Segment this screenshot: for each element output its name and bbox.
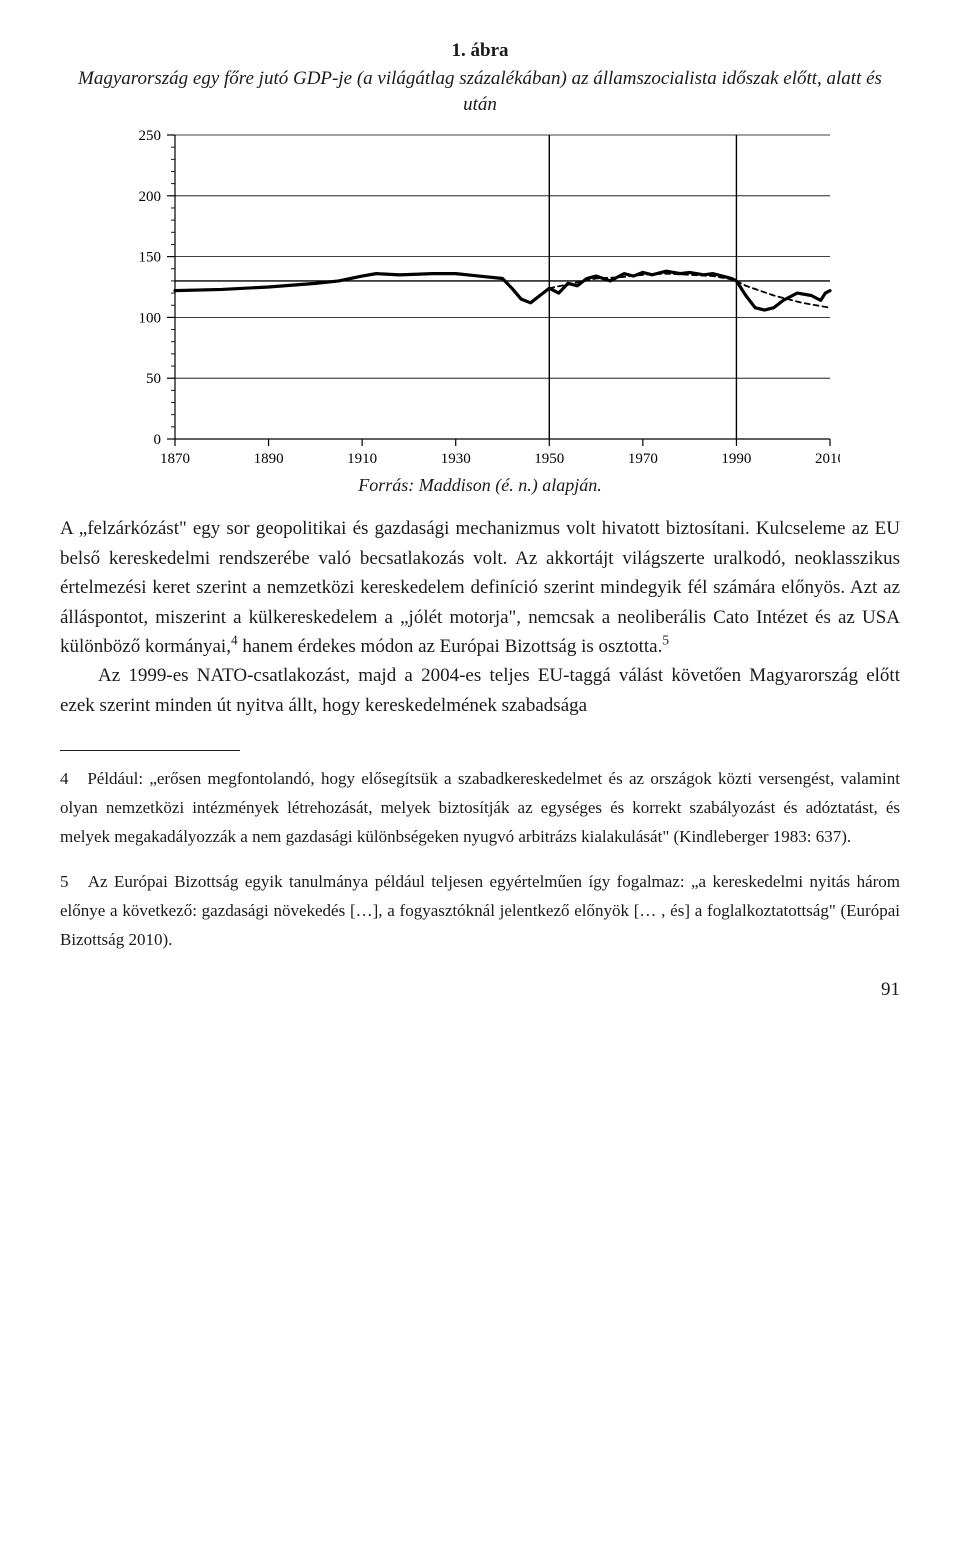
figure-title: 1. ábra <box>60 40 900 62</box>
svg-text:200: 200 <box>139 189 162 205</box>
svg-text:1910: 1910 <box>347 451 377 467</box>
svg-text:250: 250 <box>139 129 162 144</box>
footnote-5-num: 5 <box>60 872 69 891</box>
svg-text:1930: 1930 <box>441 451 471 467</box>
svg-text:1870: 1870 <box>160 451 190 467</box>
figure-source: Forrás: Maddison (é. n.) alapján. <box>60 475 900 496</box>
page-number: 91 <box>60 979 900 1001</box>
figure-subtitle: Magyarország egy főre jutó GDP-je (a vil… <box>60 66 900 117</box>
svg-text:1990: 1990 <box>721 451 751 467</box>
svg-text:1950: 1950 <box>534 451 564 467</box>
svg-text:150: 150 <box>139 250 162 266</box>
footnote-4-text: Például: „erősen megfontolandó, hogy elő… <box>60 769 900 846</box>
footnote-ref-5: 5 <box>662 633 669 648</box>
footnote-4-num: 4 <box>60 769 69 788</box>
svg-text:1890: 1890 <box>254 451 284 467</box>
chart-container: 0 50 100 150 200 250 1870 1890 1910 1930 1950 1970 1… <box>60 129 900 469</box>
body-text: A „felzárkózást" egy sor geopolitikai és… <box>60 514 900 720</box>
body-para2: Az 1999-es NATO-csatlakozást, majd a 200… <box>60 661 900 720</box>
svg-text:1970: 1970 <box>628 451 658 467</box>
footnote-5-text: Az Európai Bizottság egyik tanulmánya pé… <box>60 872 900 949</box>
footnote-separator <box>60 750 240 751</box>
svg-text:0: 0 <box>154 432 162 448</box>
footnote-ref-4: 4 <box>231 633 238 648</box>
body-para1b: hanem érdekes módon az Európai Bizottság… <box>238 636 663 657</box>
footnotes: 4 Például: „erősen megfontolandó, hogy e… <box>60 765 900 954</box>
svg-text:50: 50 <box>146 371 161 387</box>
line-chart: 0 50 100 150 200 250 1870 1890 1910 1930 1950 1970 1… <box>120 129 840 469</box>
svg-text:2010: 2010 <box>815 451 840 467</box>
svg-text:100: 100 <box>139 311 162 327</box>
